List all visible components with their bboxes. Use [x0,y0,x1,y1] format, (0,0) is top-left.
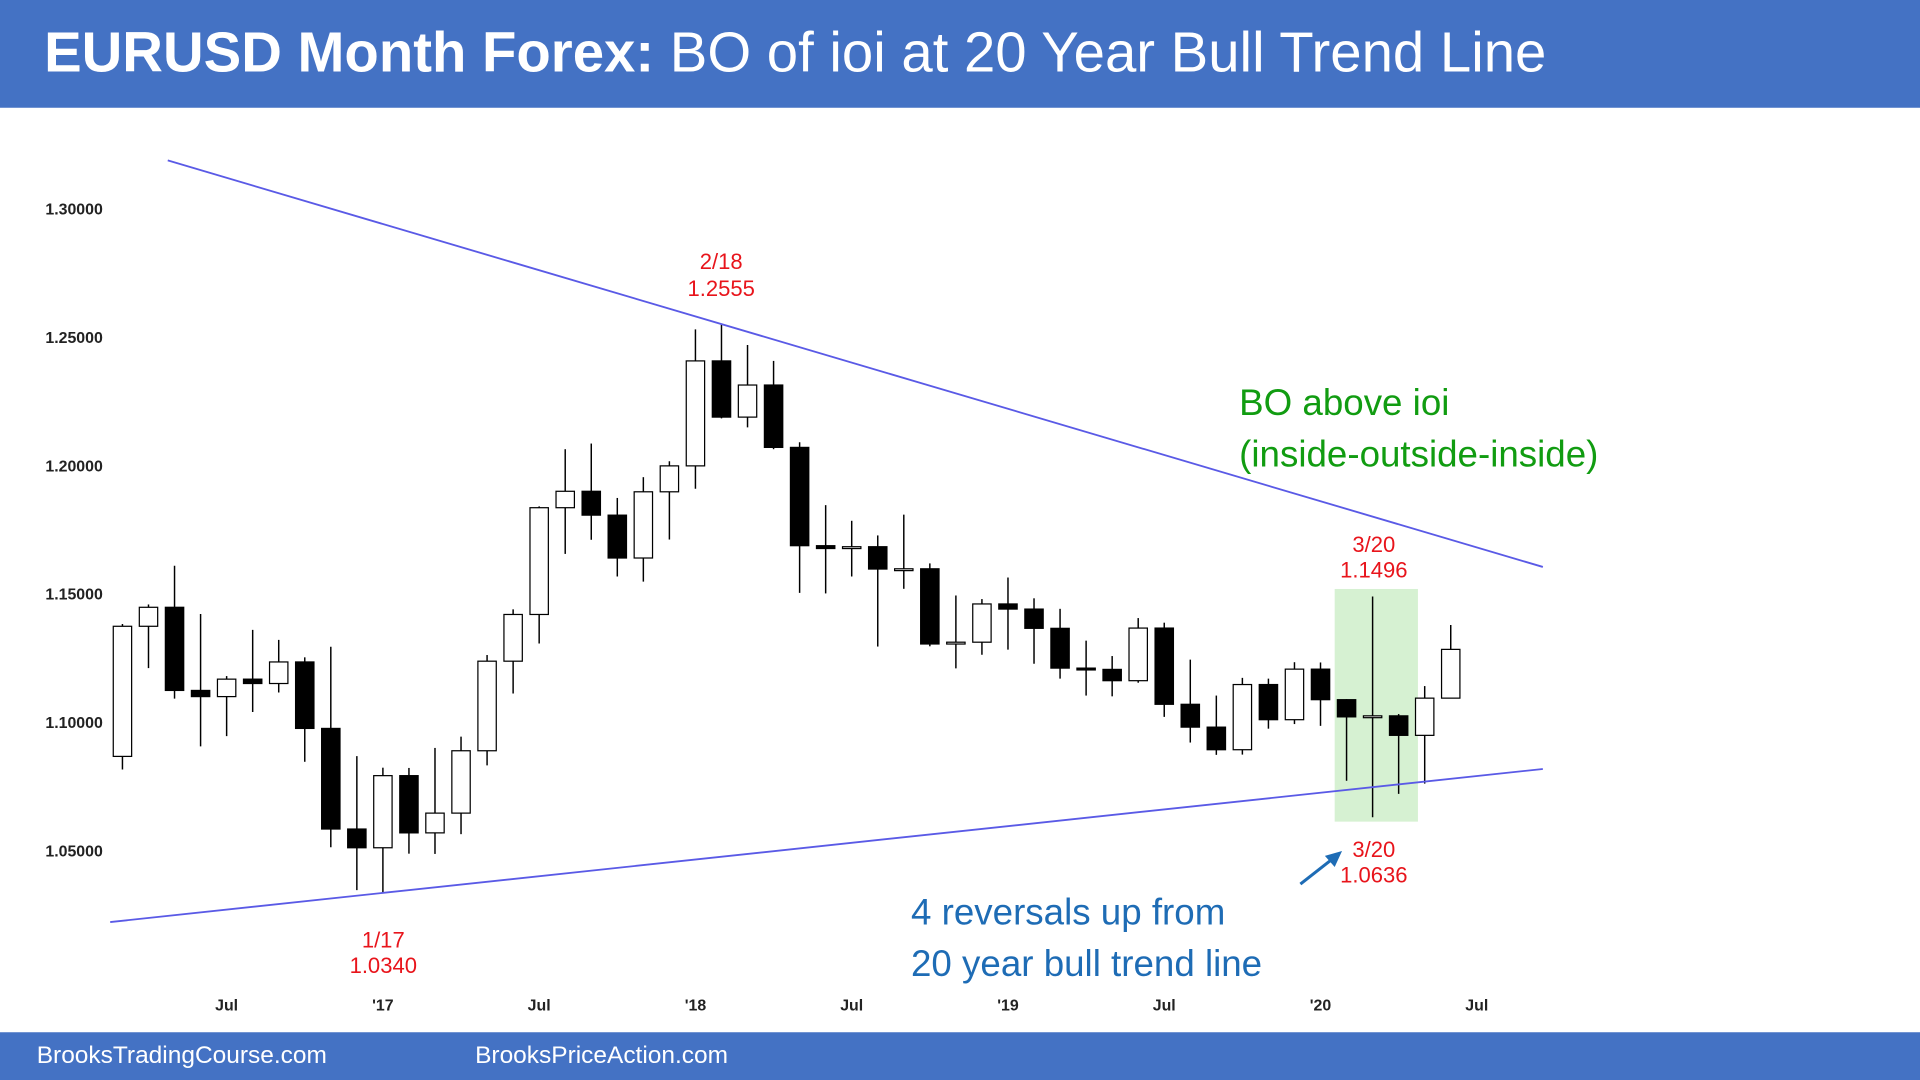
candle-body [503,613,523,662]
candle-body [347,828,367,849]
title-rest: BO of ioi at 20 Year Bull Trend Line [670,20,1547,83]
candle-body [1128,627,1148,682]
candle-body [841,546,862,550]
candle-body [242,678,263,685]
candle-body [216,678,237,698]
y-tick-label: 1.20000 [45,458,103,475]
candle-body [1180,703,1201,728]
candle-body [737,384,758,418]
candle-body [972,603,992,643]
annotation: 4 reversals up from [911,891,1225,932]
arrow [1299,855,1336,886]
y-tick-label: 1.05000 [45,843,103,860]
candle-body [946,641,966,645]
footer-link: BrooksPriceAction.com [475,1042,728,1069]
candle-body [138,606,159,627]
title: EURUSD Month Forex: BO of ioi at 20 Year… [44,20,1546,83]
candle-body [1388,715,1409,736]
y-tick-label: 1.15000 [45,587,103,604]
candle-body [659,465,680,493]
header-bar [0,0,1920,108]
candle-body [711,360,732,418]
footer-bar [0,1032,1920,1080]
annotation: 1.1496 [1340,558,1407,583]
candle-body [268,661,289,685]
x-tick-label: Jul [1465,998,1488,1015]
candle-body [555,490,576,509]
annotation: 20 year bull trend line [911,943,1262,984]
annotation: 1.0340 [350,953,417,978]
x-tick-label: '17 [372,998,394,1015]
annotation: 1/17 [362,927,405,952]
candle-body [1102,668,1122,682]
candle-body [1284,668,1305,721]
candle-body [1414,697,1435,736]
y-tick-label: 1.10000 [45,715,103,732]
candle-body [451,750,471,814]
candle-body [1258,683,1279,721]
candle-body [1076,667,1096,671]
annotation: 3/20 [1352,837,1395,862]
candle-body [789,446,810,547]
candle-body [373,775,393,849]
candle-body [1154,627,1175,705]
candle-body [164,606,185,692]
candle-body [1310,668,1331,701]
x-tick-label: Jul [1153,998,1176,1015]
annotation: 3/20 [1352,532,1395,557]
x-tick-label: '20 [1310,998,1332,1015]
x-tick-label: '19 [997,998,1019,1015]
candle-body [607,514,628,559]
candle-body [425,812,445,834]
candle-body [867,546,888,570]
candle-body [633,491,654,559]
candle-body [1362,715,1383,719]
candle-body [294,661,315,730]
candle-body [477,660,497,752]
annotation: 2/18 [700,249,743,274]
candle-body [1232,683,1253,751]
annotation: 1.0636 [1340,863,1407,888]
candle-body [1050,627,1070,669]
x-tick-label: Jul [840,998,863,1015]
title-bold: EURUSD Month Forex: [44,20,654,83]
annotation: (inside-outside-inside) [1239,433,1598,474]
candle-body [529,507,549,616]
candle-body [581,490,602,516]
candle-body [399,775,419,834]
candle-body [1440,648,1461,699]
arrow-head [1324,851,1343,867]
x-tick-label: Jul [215,998,238,1015]
candle-body [112,625,133,758]
candle-body [763,384,784,449]
footer-link: BrooksTradingCourse.com [37,1042,327,1069]
y-tick-label: 1.25000 [45,330,103,347]
candle-body [893,568,914,572]
candle-body [685,360,706,467]
annotation: BO above ioi [1239,382,1449,423]
candle-body [998,603,1018,610]
candle-body [1024,608,1044,629]
y-tick-label: 1.30000 [45,202,103,219]
trend-line [110,768,1543,923]
candle-body [1336,699,1357,718]
candles [112,324,1461,894]
annotation: 1.2555 [688,276,755,301]
candle-body [190,689,211,698]
x-tick-label: Jul [528,998,551,1015]
trend-line [167,159,1544,568]
x-tick-label: '18 [685,998,707,1015]
candle-body [321,727,341,830]
candle-body [920,568,940,645]
candle-body [1206,726,1227,751]
candle-body [815,545,836,550]
